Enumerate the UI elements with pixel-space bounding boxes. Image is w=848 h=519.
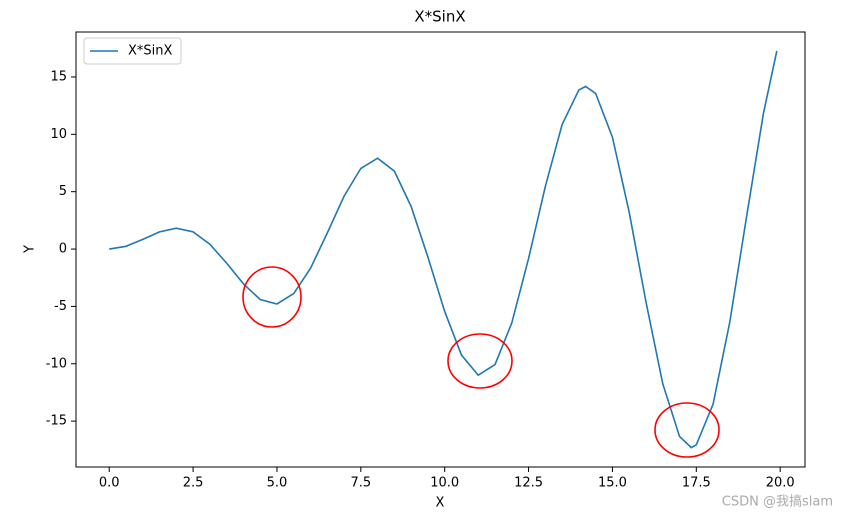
chart-title: X*SinX bbox=[414, 8, 465, 26]
y-tick-label: 0 bbox=[59, 242, 67, 257]
legend-box bbox=[83, 37, 182, 65]
legend-label: X*SinX bbox=[128, 44, 173, 59]
y-tick-label: -10 bbox=[46, 356, 67, 371]
plot-area: 0.0 2.5 5.0 7.5 10.0 12.5 15.0 17.5 20.0 -15 -10 -5… bbox=[46, 31, 806, 491]
annotation-circle bbox=[654, 402, 720, 458]
annotation-circle bbox=[242, 266, 302, 328]
x-tick-label: 15.0 bbox=[598, 476, 627, 491]
annotations bbox=[242, 266, 720, 458]
annotation-circle bbox=[447, 333, 513, 389]
y-tick-label: -5 bbox=[54, 299, 67, 314]
x-tick-label: 5.0 bbox=[267, 476, 288, 491]
axes-frame bbox=[75, 31, 806, 468]
watermark: CSDN @我搞slam bbox=[722, 494, 833, 510]
y-tick-label: 5 bbox=[59, 184, 67, 199]
x-tick-label: 10.0 bbox=[430, 476, 459, 491]
x-tick-label: 2.5 bbox=[183, 476, 204, 491]
y-tick-label: -15 bbox=[46, 414, 67, 429]
x-tick-label: 0.0 bbox=[99, 476, 120, 491]
x-tick-label: 17.5 bbox=[682, 476, 711, 491]
y-tick-label: 10 bbox=[50, 127, 67, 142]
x-axis-label: X bbox=[436, 496, 445, 511]
y-tick-label: 15 bbox=[50, 69, 67, 84]
x-tick-label: 12.5 bbox=[514, 476, 543, 491]
line-series bbox=[109, 50, 778, 449]
y-axis-label: Y bbox=[23, 245, 38, 254]
x-tick-label: 7.5 bbox=[350, 476, 371, 491]
legend: X*SinX bbox=[83, 37, 182, 65]
x-tick-label: 20.0 bbox=[766, 476, 795, 491]
